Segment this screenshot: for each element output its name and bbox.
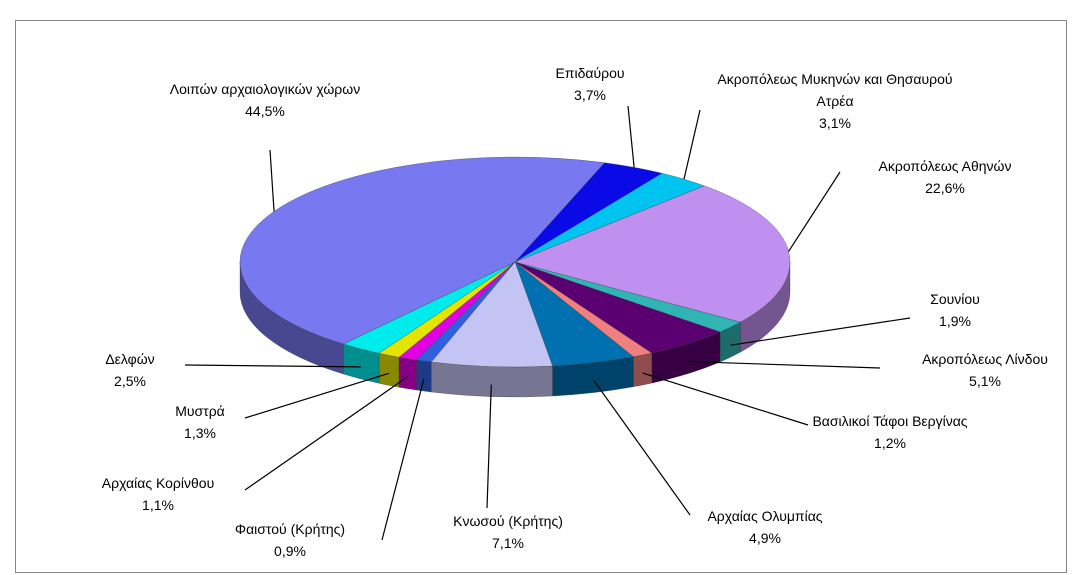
leader-line [184, 364, 361, 368]
slice-label: Αρχαίας Ολυμπίας 4,9% [675, 505, 855, 549]
category-label: Αρχαίας Κορίνθου [101, 475, 215, 491]
leader-line [593, 380, 691, 516]
category-label: Μυστρά [175, 403, 225, 419]
leader-line [642, 372, 809, 426]
slice-label: Ακροπόλεως Μυκηνών και Θησαυρού Ατρέα 3,1… [705, 68, 965, 134]
value-label: 4,9% [749, 530, 781, 546]
slice [514, 185, 791, 323]
value-label: 22,6% [925, 180, 965, 196]
category-label: Λοιπών αρχαιολογικών χώρων [169, 81, 361, 97]
slice-label: Φαιστού (Κρήτης) 0,9% [200, 518, 380, 562]
slice-label: Λοιπών αρχαιολογικών χώρων 44,5% [165, 78, 365, 122]
slice-side [431, 361, 553, 398]
value-label: 5,1% [969, 373, 1001, 389]
category-label: Ακροπόλεως Λίνδου [922, 351, 1048, 367]
category-label: Σουνίου [930, 291, 980, 307]
value-label: 1,1% [142, 497, 174, 513]
value-label: 2,5% [114, 373, 146, 389]
slice-side [378, 353, 400, 388]
category-label: Δελφών [105, 351, 155, 367]
leader-line [269, 149, 275, 212]
value-label: 7,1% [492, 535, 524, 551]
slice-side [633, 352, 652, 387]
leader-line [688, 360, 881, 369]
slice-label: Ακροπόλεως Λίνδου 5,1% [895, 348, 1075, 392]
value-label: 1,9% [939, 313, 971, 329]
leader-line [730, 317, 911, 346]
value-label: 1,2% [874, 435, 906, 451]
leader-line [486, 384, 492, 509]
chart-frame [15, 20, 1067, 573]
category-label: Φαιστού (Κρήτης) [234, 521, 346, 537]
slice-label: Κνωσού (Κρήτης) 7,1% [418, 510, 598, 554]
slice-label: Σουνίου 1,9% [905, 288, 1005, 332]
slice-label: Επιδαύρου 3,7% [530, 62, 650, 106]
value-label: 3,7% [574, 87, 606, 103]
slice-side [398, 357, 417, 391]
leader-line [788, 171, 841, 252]
slice-side [416, 359, 432, 393]
category-label: Ακροπόλεως Αθηνών [878, 158, 1012, 174]
slice-label: Ακροπόλεως Αθηνών 22,6% [845, 155, 1045, 199]
slice [239, 156, 605, 345]
slice-label: Βασιλικοί Τάφοι Βεργίνας 1,2% [790, 410, 990, 454]
leader-line [683, 109, 701, 180]
leader-line [244, 376, 409, 491]
category-label: Βασιλικοί Τάφοι Βεργίνας [812, 413, 968, 429]
category-label: Ακροπόλεως Μυκηνών και Θησαυρού Ατρέα [717, 71, 953, 109]
slice-label: Δελφών 2,5% [70, 348, 190, 392]
value-label: 0,9% [274, 543, 306, 559]
category-label: Επιδαύρου [555, 65, 625, 81]
leader-line [627, 105, 635, 168]
value-label: 1,3% [184, 425, 216, 441]
category-label: Κνωσού (Κρήτης) [453, 513, 563, 529]
slice-label: Μυστρά 1,3% [140, 400, 260, 444]
leader-line [381, 378, 425, 541]
value-label: 44,5% [245, 103, 285, 119]
category-label: Αρχαίας Ολυμπίας [707, 508, 823, 524]
value-label: 3,1% [819, 115, 851, 131]
slice-label: Αρχαίας Κορίνθου 1,1% [58, 472, 258, 516]
slice [430, 261, 553, 368]
leader-line [244, 372, 390, 419]
